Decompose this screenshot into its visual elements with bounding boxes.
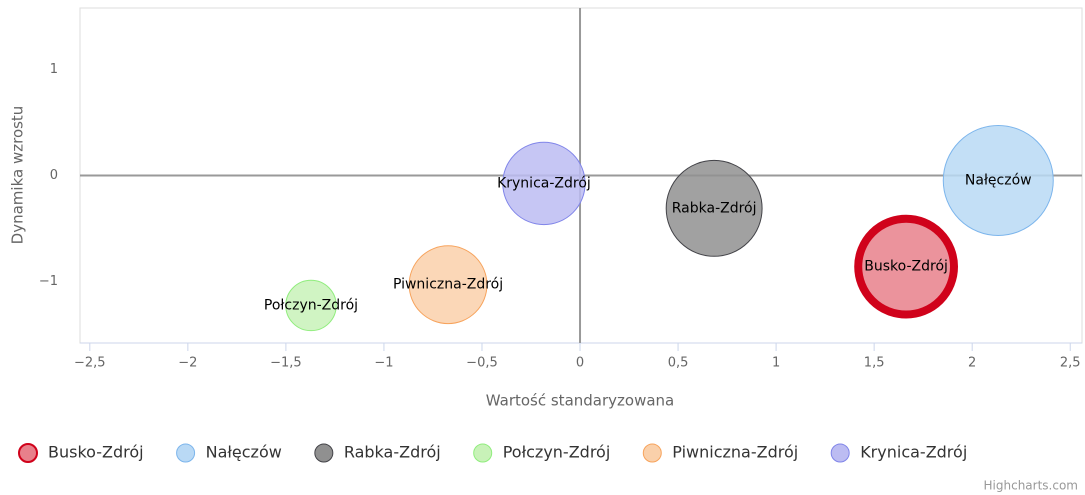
legend-label: Nałęczów (206, 443, 282, 462)
data-label: Nałęczów (965, 172, 1032, 188)
legend-symbol (314, 443, 334, 463)
x-tick-label: 0,5 (668, 356, 689, 371)
legend-label: Rabka-Zdrój (344, 443, 441, 462)
legend-item[interactable]: Piwniczna-Zdrój (642, 443, 798, 463)
legend-symbol (176, 443, 196, 463)
x-tick-label: −2 (178, 356, 197, 371)
x-tick-label: −0,5 (466, 356, 498, 371)
x-tick-label: −2,5 (74, 356, 106, 371)
legend-item[interactable]: Busko-Zdrój (18, 443, 144, 463)
x-tick-label: 0 (576, 356, 584, 371)
legend-item[interactable]: Połczyn-Zdrój (473, 443, 611, 463)
legend-symbol (830, 443, 850, 463)
x-tick-label: −1,5 (270, 356, 302, 371)
legend-label: Krynica-Zdrój (860, 443, 967, 462)
data-label: Busko-Zdrój (864, 259, 948, 275)
bubble (408, 245, 488, 325)
legend-symbol (473, 443, 493, 463)
x-axis-title: Wartość standaryzowana (486, 392, 674, 410)
x-tick-label: 1 (772, 356, 780, 371)
legend-label: Busko-Zdrój (48, 443, 144, 462)
bubble (665, 159, 763, 257)
y-tick-label: 1 (50, 62, 58, 77)
legend-symbol (642, 443, 662, 463)
data-label: Połczyn-Zdrój (264, 297, 358, 313)
data-label: Krynica-Zdrój (497, 175, 591, 191)
legend-label: Piwniczna-Zdrój (672, 443, 798, 462)
y-axis-title: Dynamika wzrostu (9, 106, 27, 245)
x-tick-label: −1 (374, 356, 393, 371)
x-tick-label: 2 (968, 356, 976, 371)
bubble (854, 214, 958, 319)
data-label: Rabka-Zdrój (672, 200, 757, 216)
x-tick-label: 1,5 (864, 356, 885, 371)
y-tick-label: 0 (50, 168, 58, 183)
bubble (285, 279, 337, 332)
legend-symbol (18, 443, 38, 463)
legend-item[interactable]: Nałęczów (176, 443, 282, 463)
credits: Highcharts.com (984, 479, 1078, 493)
y-tick-label: −1 (39, 274, 58, 289)
legend-item[interactable]: Krynica-Zdrój (830, 443, 967, 463)
bubble (502, 141, 586, 226)
data-label: Piwniczna-Zdrój (393, 277, 503, 293)
x-tick-label: 2,5 (1060, 356, 1081, 371)
legend-label: Połczyn-Zdrój (503, 443, 611, 462)
legend-item[interactable]: Rabka-Zdrój (314, 443, 441, 463)
bubble (942, 124, 1054, 236)
